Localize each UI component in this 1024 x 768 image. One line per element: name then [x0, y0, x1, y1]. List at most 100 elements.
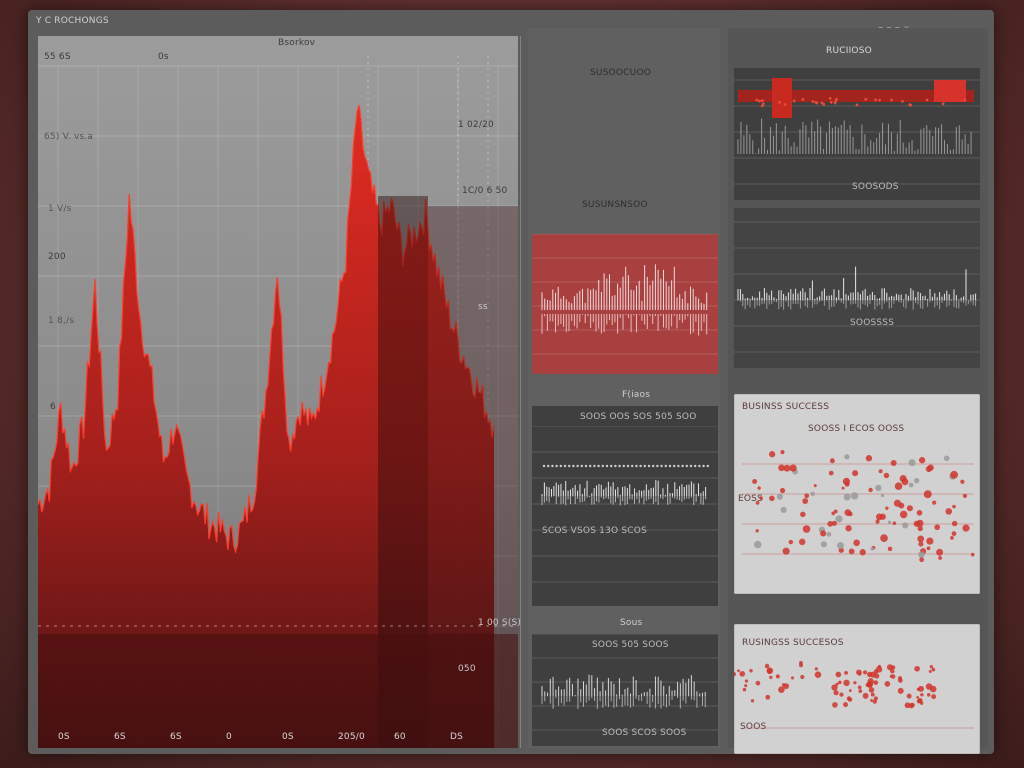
card2-dot	[928, 669, 932, 674]
right-card-2[interactable]: RUSINGSS SUCCESOS SOOS	[734, 624, 980, 754]
card2-dot	[868, 687, 875, 693]
card2-dot	[925, 683, 933, 690]
main-y-label-1: 55 6S	[44, 52, 71, 62]
main-chart-title: Bsorkov	[278, 38, 316, 48]
card1-dot	[887, 546, 893, 552]
card1-dot	[850, 492, 859, 500]
main-right-label-5: 050	[458, 664, 476, 674]
dark-panel-dot	[626, 464, 630, 468]
center-panel1-header: SOOS OOS SOS 505 SOO	[580, 412, 697, 422]
card1-dot	[769, 451, 776, 458]
right-top-dot	[829, 100, 833, 104]
card1-dot	[870, 546, 875, 551]
card2-dot	[843, 679, 850, 687]
card2-dot	[870, 698, 874, 702]
dark-panel-dot	[643, 464, 646, 468]
right-top-dot	[801, 98, 805, 101]
card1-dot	[926, 537, 934, 545]
card1-dot	[923, 490, 932, 499]
dark-panel-dot	[572, 464, 575, 468]
x-tick-label: 6S	[114, 732, 126, 742]
dark-panel-dot	[677, 464, 680, 468]
right-mid-sub: SOOSSSS	[850, 318, 895, 328]
card1-dot	[783, 464, 791, 472]
dark-panel-dot	[542, 464, 546, 468]
right-top-panel: SOOSODS	[734, 68, 980, 200]
right-top-red-band	[738, 90, 974, 102]
dark-panel-dot	[555, 464, 558, 468]
card2-dot	[906, 693, 912, 699]
card2-dot	[734, 671, 737, 677]
center-red-chart	[532, 233, 718, 355]
card1-dot	[859, 549, 866, 556]
card2-dot	[843, 702, 849, 708]
x-tick-label: DS	[450, 732, 464, 742]
right-top-dot	[828, 96, 832, 100]
dark-panel-dot	[668, 464, 672, 468]
right-top-dot	[833, 101, 837, 105]
center-wave-chart-2	[532, 634, 718, 731]
card1-dot	[917, 525, 923, 532]
right-top-red-bar	[772, 78, 792, 118]
card1-dot	[752, 479, 758, 485]
panel-divider[interactable]	[520, 36, 521, 748]
card1-dot	[879, 513, 886, 520]
main-right-label-1: 1 02/20	[458, 120, 494, 130]
dark-panel-dot	[639, 464, 642, 468]
dark-panel-dot	[698, 464, 701, 468]
card1-dot	[828, 470, 834, 476]
dark-panel-dot	[618, 464, 621, 468]
card1-dot	[908, 459, 916, 467]
dark-panel-dot	[660, 464, 663, 468]
card2-dot	[749, 669, 753, 673]
card1-dot	[836, 541, 844, 549]
center-mid-title: SUSUNSNSOO	[582, 200, 648, 210]
right-top-sub: SOOSODS	[852, 182, 899, 192]
card1-dot	[813, 484, 817, 488]
card2-dot	[778, 686, 785, 693]
card2-dot	[931, 694, 937, 700]
card2-dot	[814, 667, 818, 671]
card2-dot	[831, 684, 838, 691]
card1-dot	[848, 548, 855, 555]
right-top-dot	[762, 102, 765, 106]
main-right-label-4: 1 00 S(S)	[478, 618, 522, 628]
card2-dot	[858, 689, 863, 693]
card2-dot	[889, 674, 893, 678]
right-card-1[interactable]: BUSINSS SUCCESS SOOSS I ECOS OOSS EOSS	[734, 394, 980, 594]
card2-dot	[914, 665, 920, 672]
card1-dot	[831, 511, 836, 516]
card1-dot	[950, 470, 959, 479]
main-area-series	[38, 105, 494, 748]
main-y-label-3: 65) V. vs.a	[44, 132, 94, 142]
center-dark-panel-2: SOOS 505 SOOS SOOS SCOS SOOS	[532, 634, 718, 746]
card2-dot	[799, 660, 803, 665]
right-top-dot	[811, 100, 815, 103]
card1-dot	[908, 482, 914, 488]
card2-dot	[873, 680, 879, 686]
card2-dot	[873, 696, 878, 701]
card1-dot	[845, 525, 852, 532]
card2-dot	[931, 667, 936, 672]
dark-panel-dot	[681, 464, 684, 468]
card2-dot	[814, 671, 822, 678]
card2-dot	[764, 663, 770, 669]
card1-dot	[865, 455, 873, 462]
dark-panel-dot	[593, 464, 596, 468]
card1-subtitle: SOOSS I ECOS OOSS	[808, 424, 905, 434]
card2-dot	[858, 672, 862, 676]
center-panel2-header: SOOS 505 SOOS	[592, 640, 669, 650]
card2-dot	[838, 680, 842, 685]
card1-dot	[782, 547, 790, 555]
card1-dot	[893, 499, 901, 507]
right-top-red-bar	[934, 80, 966, 102]
card2-dot	[844, 670, 848, 675]
card1-dot-plot	[742, 450, 975, 563]
card2-dot	[783, 683, 790, 690]
card1-dot	[970, 552, 975, 557]
card2-dot	[744, 684, 748, 688]
card1-dot	[810, 491, 815, 497]
card2-dot	[910, 702, 915, 708]
right-top-dot	[890, 98, 893, 102]
card2-dot	[904, 702, 911, 709]
